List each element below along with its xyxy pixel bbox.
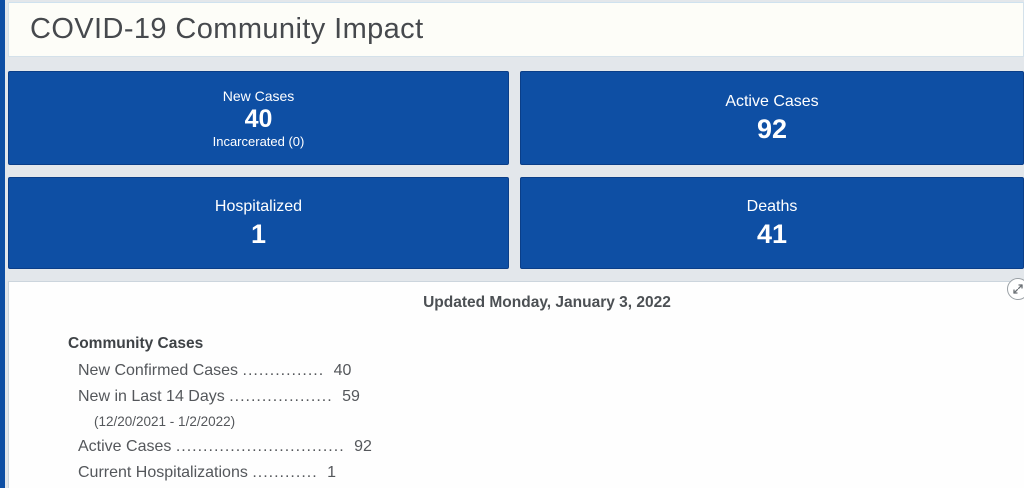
dot-leader: ............................... — [175, 438, 345, 455]
stat-row-label: Active Cases — [78, 438, 172, 455]
stat-row-value: 92 — [354, 438, 372, 455]
stat-card-label: Active Cases — [725, 92, 819, 110]
stat-card-deaths: Deaths 41 — [520, 177, 1024, 269]
stat-card-value: 1 — [250, 218, 267, 249]
stat-card-value: 40 — [244, 104, 273, 133]
stat-card-active-cases: Active Cases 92 — [520, 71, 1024, 165]
stat-row-new-confirmed: New Confirmed Cases ............... 40 — [68, 358, 372, 384]
stat-card-subtext: Incarcerated (0) — [212, 133, 305, 149]
stat-row-label: New Confirmed Cases — [78, 362, 239, 379]
stat-card-value: 92 — [756, 113, 788, 144]
date-range-note: (12/20/2021 - 1/2/2022) — [94, 414, 236, 429]
stat-card-label: New Cases — [222, 87, 295, 104]
community-cases-section: Community Cases New Confirmed Cases ....… — [68, 335, 372, 486]
header-panel: COVID-19 Community Impact — [8, 2, 1024, 57]
stat-row-current-hospitalizations: Current Hospitalizations ............ 1 — [68, 460, 372, 486]
stat-row-value: 40 — [333, 362, 352, 379]
updated-date: Updated Monday, January 3, 2022 — [423, 294, 671, 311]
left-accent-strip — [0, 0, 5, 488]
stat-card-value: 41 — [756, 218, 788, 249]
stat-row-value: 59 — [342, 388, 360, 405]
stat-row-value: 1 — [327, 464, 337, 481]
stat-card-hospitalized: Hospitalized 1 — [8, 177, 509, 269]
expand-icon — [1012, 283, 1024, 295]
section-title: Community Cases — [68, 335, 204, 352]
expand-button[interactable] — [1007, 278, 1024, 300]
details-panel: Updated Monday, January 3, 2022 Communit… — [8, 278, 1024, 488]
stat-card-new-cases: New Cases 40 Incarcerated (0) — [8, 71, 509, 165]
dot-leader: ............ — [252, 464, 318, 481]
stat-row-label: New in Last 14 Days — [78, 388, 225, 405]
dot-leader: ................... — [229, 388, 333, 405]
stat-card-label: Deaths — [746, 197, 798, 215]
dot-leader: ............... — [242, 362, 325, 379]
page-title: COVID-19 Community Impact — [30, 13, 424, 45]
stat-row-active-cases: Active Cases ...........................… — [68, 434, 372, 460]
stat-card-label: Hospitalized — [214, 197, 303, 215]
stat-row-new-14-days: New in Last 14 Days ................... … — [68, 384, 372, 410]
stat-row-label: Current Hospitalizations — [78, 464, 248, 481]
